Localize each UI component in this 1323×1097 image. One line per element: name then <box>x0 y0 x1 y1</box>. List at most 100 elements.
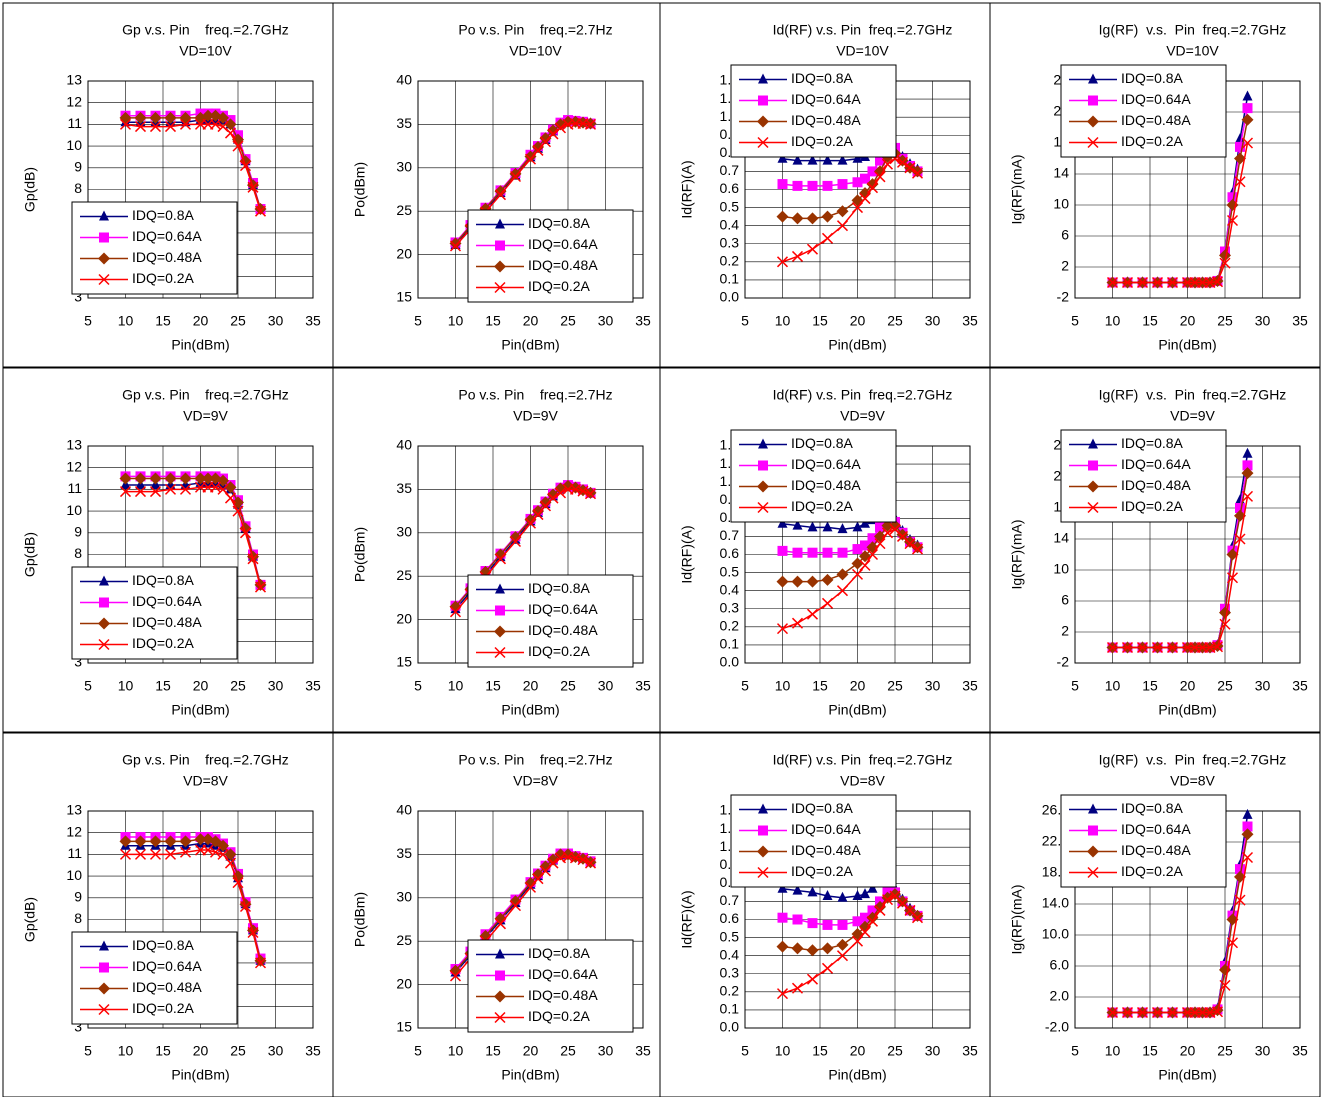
marker <box>532 509 544 521</box>
marker <box>1241 490 1254 502</box>
marker <box>867 882 878 893</box>
legend-box <box>1060 64 1227 158</box>
marker <box>904 538 916 550</box>
marker <box>584 118 597 130</box>
marker <box>1242 90 1253 101</box>
x-tick-label: 25 <box>1217 313 1233 329</box>
legend-label: IDQ=0.64A <box>528 966 598 982</box>
marker <box>758 803 768 814</box>
y-tick-label: 0.0 <box>720 654 740 670</box>
marker <box>1219 257 1231 269</box>
marker <box>1088 803 1098 814</box>
x-tick-label: 30 <box>268 678 284 694</box>
marker <box>777 152 788 163</box>
y-tick-label: 10.0 <box>1042 926 1069 942</box>
marker <box>194 833 207 846</box>
marker <box>99 962 109 973</box>
marker <box>1136 641 1149 654</box>
x-tick-label: 35 <box>635 313 651 329</box>
x-axis-label: Pin(dBm) <box>171 337 229 353</box>
x-tick-label: 30 <box>1255 1043 1271 1059</box>
marker <box>149 121 162 133</box>
legend-label: IDQ=0.64A <box>132 958 202 974</box>
marker <box>209 835 222 848</box>
y-tick-label: 14.0 <box>1042 895 1069 911</box>
y-tick-label: 11 <box>67 845 82 861</box>
marker <box>806 944 819 957</box>
marker <box>179 472 192 485</box>
marker <box>1087 866 1099 879</box>
chart-title: Ig(RF) v.s. Pin freq.=2.7GHz <box>1099 387 1287 403</box>
marker <box>881 527 894 539</box>
legend-label: IDQ=0.64A <box>528 236 598 252</box>
x-tick-label: 20 <box>850 313 866 329</box>
marker <box>224 857 237 869</box>
marker <box>859 559 871 571</box>
marker <box>494 990 506 1003</box>
legend-label: IDQ=0.48A <box>528 257 598 273</box>
y-tick-label: 0.3 <box>720 234 740 250</box>
series-line <box>1112 857 1249 1014</box>
chart-title: Id(RF) v.s. Pin freq.=2.7GHz <box>773 22 953 38</box>
marker <box>134 848 147 860</box>
marker <box>449 964 462 977</box>
x-tick-label: 30 <box>268 313 284 329</box>
marker <box>776 940 789 953</box>
marker <box>134 835 147 848</box>
x-tick-label: 20 <box>523 313 539 329</box>
marker <box>1235 864 1245 875</box>
marker <box>1088 73 1098 84</box>
y-tick-label: 0.7 <box>720 892 740 908</box>
marker <box>791 942 804 955</box>
marker <box>99 575 109 586</box>
legend-box <box>1060 429 1227 523</box>
series-line <box>1112 142 1249 284</box>
x-tick-label: 25 <box>887 313 903 329</box>
marker <box>494 189 507 201</box>
marker <box>874 530 886 543</box>
marker <box>494 185 507 198</box>
marker <box>860 540 870 551</box>
marker <box>494 260 506 273</box>
marker <box>792 180 803 191</box>
chart-subtitle: VD=9V <box>513 408 558 424</box>
marker <box>757 136 769 149</box>
y-tick-label: 35 <box>396 115 412 131</box>
x-tick-label: 20 <box>523 1043 539 1059</box>
x-tick-label: 25 <box>560 678 576 694</box>
y-tick-label: 0.7 <box>720 162 740 178</box>
marker <box>164 483 177 495</box>
marker <box>202 472 214 485</box>
x-tick-label: 30 <box>598 1043 614 1059</box>
y-tick-label: 0.1 <box>720 1001 740 1017</box>
marker <box>98 252 110 265</box>
marker <box>1241 137 1254 149</box>
y-tick-label: 0.0 <box>720 289 740 305</box>
marker <box>806 608 819 620</box>
y-tick-label: 13 <box>66 72 82 88</box>
x-tick-label: 30 <box>268 1043 284 1059</box>
marker <box>532 505 544 518</box>
marker <box>254 957 267 969</box>
x-tick-label: 25 <box>887 678 903 694</box>
legend-label: IDQ=0.64A <box>791 91 861 107</box>
chart-subtitle: VD=9V <box>840 408 885 424</box>
chart-title: Id(RF) v.s. Pin freq.=2.7GHz <box>773 752 953 768</box>
marker <box>494 646 506 659</box>
marker <box>247 926 259 939</box>
chart-title: Gp v.s. Pin freq.=2.7GHz <box>122 22 289 38</box>
marker <box>860 517 870 528</box>
marker <box>836 205 849 218</box>
marker <box>224 127 237 139</box>
marker <box>859 550 871 563</box>
marker <box>807 886 818 897</box>
marker <box>837 891 848 902</box>
y-axis-label: Po(dBm) <box>352 162 368 217</box>
x-tick-label: 20 <box>1180 678 1196 694</box>
marker <box>494 625 506 638</box>
marker <box>836 220 849 232</box>
y-tick-label: 30 <box>396 524 412 540</box>
y-axis-label: Ig(RF)(mA) <box>1009 155 1025 225</box>
x-tick-label: 10 <box>448 678 464 694</box>
y-tick-label: 20 <box>396 975 412 991</box>
